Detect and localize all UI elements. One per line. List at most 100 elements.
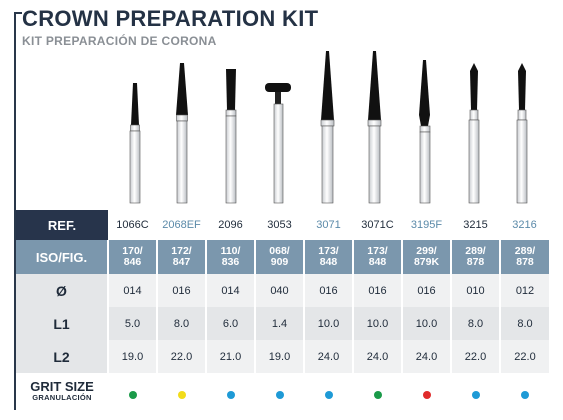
iso-cell: 172/847 <box>156 240 206 274</box>
l2-cell: 19.0 <box>107 340 157 373</box>
diameter-cell: 012 <box>499 274 549 307</box>
grit-cell <box>500 373 549 409</box>
grit-size-sublabel: GRANULACIÓN <box>32 393 92 402</box>
grit-dot-blue <box>324 390 333 399</box>
bur-3071c <box>367 51 382 204</box>
iso-cell: 173/848 <box>352 240 402 274</box>
bur-3195f <box>419 60 431 204</box>
table-row-l2: L2 19.0 22.0 21.0 19.0 24.0 24.0 24.0 22… <box>16 340 549 373</box>
iso-fig-top: 289/ <box>514 245 536 257</box>
l1-cell: 10.0 <box>303 307 353 340</box>
diameter-cell: 016 <box>303 274 353 307</box>
ref-cell: 2096 <box>218 219 243 231</box>
iso-fig-bottom: 848 <box>368 256 387 268</box>
ref-cell: 3053 <box>267 219 292 231</box>
grit-cell <box>255 373 304 409</box>
frame-top-line <box>14 12 22 14</box>
iso-fig-bottom: 878 <box>516 256 534 268</box>
table-row-l1: L1 5.0 8.0 6.0 1.4 10.0 10.0 10.0 8.0 8.… <box>16 307 549 340</box>
l1-cell: 1.4 <box>254 307 304 340</box>
grit-cell <box>353 373 402 409</box>
grit-dot-red <box>422 390 431 399</box>
l2-label: L2 <box>16 340 108 373</box>
l1-cell: 8.0 <box>156 307 206 340</box>
bur-2096 <box>225 69 237 204</box>
grit-dot-blue <box>226 390 235 399</box>
l2-cell: 24.0 <box>352 340 402 373</box>
l1-label: L1 <box>16 307 108 340</box>
iso-fig-bottom: 848 <box>319 256 338 268</box>
diameter-cell: 040 <box>254 274 304 307</box>
ref-cell: 3215 <box>463 219 488 231</box>
iso-cell: 289/878 <box>450 240 500 274</box>
l1-cell: 5.0 <box>107 307 157 340</box>
ref-cell: 3195F <box>410 219 443 231</box>
table-row-iso: ISO/FIG. 170/846 172/847 110/836 068/909… <box>16 240 549 274</box>
l1-cell: 6.0 <box>205 307 255 340</box>
ref-cell: 2068EF <box>162 219 201 231</box>
iso-fig-top: 170/ <box>122 245 143 257</box>
l2-cell: 22.0 <box>499 340 549 373</box>
grit-dot-blue <box>275 390 284 399</box>
grit-dot-green <box>373 390 382 399</box>
iso-fig-bottom: 879K <box>413 256 440 268</box>
grit-dot-blue <box>520 390 529 399</box>
grit-label: GRIT SIZE GRANULACIÓN <box>16 373 108 409</box>
ref-cell: 3216 <box>512 219 537 231</box>
iso-fig-top: 289/ <box>465 245 486 257</box>
iso-fig-bottom: 847 <box>172 256 191 268</box>
page-title: CROWN PREPARATION KIT <box>22 6 319 31</box>
iso-fig-top: 068/ <box>269 245 290 257</box>
grit-cell <box>304 373 353 409</box>
bur-3215 <box>468 63 480 204</box>
page-subtitle: KIT PREPARACIÓN DE CORONA <box>22 34 217 48</box>
iso-cell: 170/846 <box>107 240 157 274</box>
bur-3053 <box>265 83 291 204</box>
grit-dot-blue <box>471 390 480 399</box>
grit-cell <box>157 373 206 409</box>
grit-cell <box>451 373 500 409</box>
l2-cell: 24.0 <box>401 340 451 373</box>
iso-cell: 299/879K <box>401 240 451 274</box>
iso-fig-top: 173/ <box>367 245 388 257</box>
grit-size-label: GRIT SIZE <box>30 379 94 394</box>
ref-cell: 3071 <box>316 219 341 231</box>
iso-fig-bottom: 836 <box>221 256 240 268</box>
grit-dot-yellow <box>177 390 186 399</box>
iso-cell: 110/836 <box>205 240 255 274</box>
ref-label: REF. <box>16 210 108 240</box>
diameter-cell: 014 <box>205 274 255 307</box>
frame-left-line <box>14 12 16 410</box>
bur-1066c <box>129 83 141 204</box>
iso-fig-bottom: 878 <box>466 256 485 268</box>
l1-cell: 8.0 <box>450 307 500 340</box>
grit-dot-green <box>128 390 137 399</box>
bur-2068ef <box>176 63 188 204</box>
l2-cell: 19.0 <box>254 340 304 373</box>
l2-cell: 21.0 <box>205 340 255 373</box>
l2-cell: 22.0 <box>156 340 206 373</box>
grit-cell <box>206 373 255 409</box>
diameter-cell: 016 <box>401 274 451 307</box>
iso-fig-top: 110/ <box>220 245 241 257</box>
iso-fig-top: 299/ <box>416 245 437 257</box>
grit-cell <box>402 373 451 409</box>
l1-cell: 10.0 <box>401 307 451 340</box>
l2-cell: 24.0 <box>303 340 353 373</box>
iso-fig-top: 173/ <box>318 245 339 257</box>
diameter-label: Ø <box>16 274 108 307</box>
l1-cell: 8.0 <box>499 307 549 340</box>
diameter-cell: 016 <box>352 274 402 307</box>
table-row-ref: REF. 1066C 2068EF 2096 3053 3071 3071C 3… <box>16 210 549 240</box>
bur-illustrations <box>129 51 528 204</box>
iso-label: ISO/FIG. <box>16 240 108 274</box>
diameter-cell: 010 <box>450 274 500 307</box>
iso-cell: 068/909 <box>254 240 304 274</box>
bur-3071 <box>320 51 335 204</box>
iso-fig-top: 172/ <box>171 245 192 257</box>
iso-fig-bottom: 909 <box>270 256 289 268</box>
table-row-grit: GRIT SIZE GRANULACIÓN <box>16 373 549 409</box>
l1-cell: 10.0 <box>352 307 402 340</box>
bur-3216 <box>516 63 528 204</box>
grit-cell <box>108 373 157 409</box>
